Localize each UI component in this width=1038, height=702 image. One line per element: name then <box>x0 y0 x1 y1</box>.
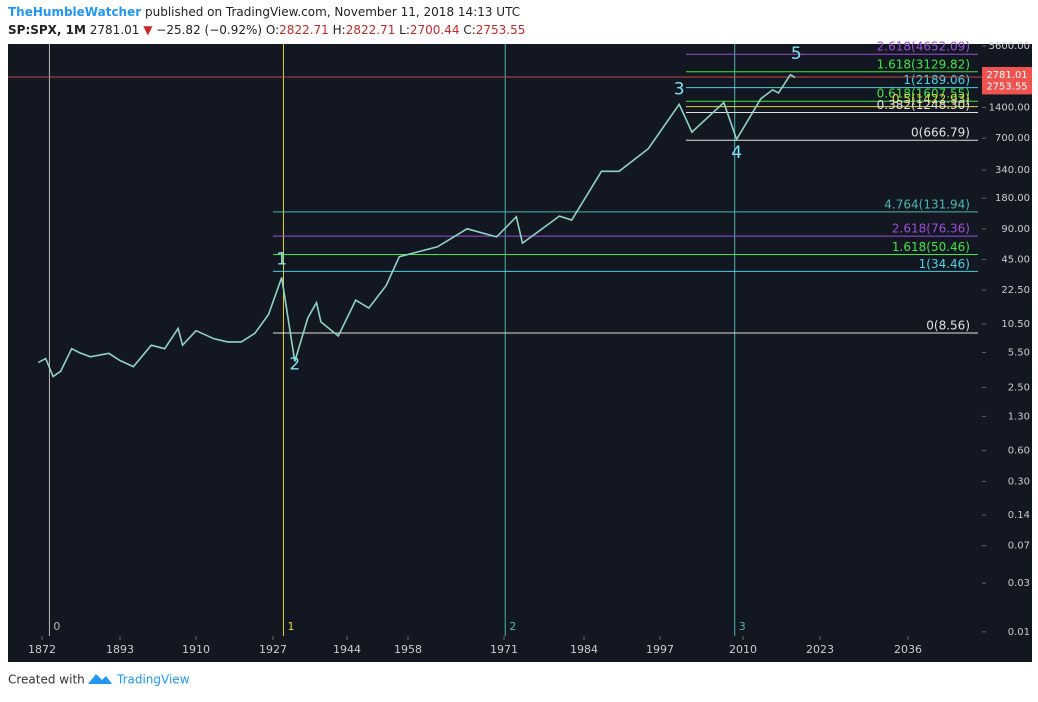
ohlc-line: SP:SPX, 1M 2781.01 ▼ −25.82 (−0.92%) O:2… <box>8 23 525 37</box>
y-tick-label: 5600.00 <box>989 41 1030 52</box>
change: −25.82 (−0.92%) <box>156 23 262 37</box>
x-axis-bg <box>8 636 1032 662</box>
y-tick-label: 2.50 <box>1008 382 1030 393</box>
fib-label: 2.618(76.36) <box>892 222 970 236</box>
ohlc-value: 2822.71 <box>346 23 396 37</box>
fib-label: 1(2189.06) <box>903 73 970 87</box>
x-tick-label: 1984 <box>570 643 598 656</box>
cycle-label: 2 <box>509 620 516 633</box>
y-tick-label: 0.14 <box>1008 510 1030 521</box>
ohlc-key: C: <box>463 23 475 37</box>
ohlc-value: 2753.55 <box>476 23 526 37</box>
y-tick-label: 1.30 <box>1008 411 1030 422</box>
arrow: ▼ <box>143 23 153 37</box>
y-tick-label: 340.00 <box>995 165 1030 176</box>
footer-brand: TradingView <box>116 673 190 687</box>
cycle-label: 0 <box>53 620 60 633</box>
x-tick-label: 1927 <box>259 643 287 656</box>
published: published on TradingView.com, November 1… <box>145 5 520 19</box>
last: 2781.01 <box>90 23 140 37</box>
x-tick-label: 1910 <box>182 643 210 656</box>
price-tag <box>982 78 1032 95</box>
wave-label: 1 <box>276 250 287 270</box>
x-tick-label: 2036 <box>894 643 922 656</box>
y-tick-label: 10.50 <box>1001 319 1030 330</box>
y-tick-label: 0.30 <box>1008 476 1030 487</box>
fib-label: 1(34.46) <box>919 257 970 271</box>
ohlc-key: H: <box>333 23 346 37</box>
fib-label: 0(8.56) <box>926 318 970 332</box>
price-tag-label: 2781.01 <box>986 70 1027 81</box>
fib-label: 4.764(131.94) <box>884 197 970 211</box>
x-tick-label: 1971 <box>490 643 518 656</box>
cycle-label: 1 <box>287 620 294 633</box>
y-tick-label: 0.03 <box>1008 578 1030 589</box>
wave-label: 3 <box>674 79 685 99</box>
ohlc-value: 2700.44 <box>410 23 460 37</box>
ohlc-key: L: <box>399 23 410 37</box>
ohlc-key: O: <box>266 23 279 37</box>
y-tick-label: 0.01 <box>1008 627 1030 638</box>
symbol: SP:SPX, 1M <box>8 23 86 37</box>
fib-label: 2.618(4652.09) <box>877 40 970 54</box>
wave-label: 2 <box>289 354 300 374</box>
y-axis-bg <box>982 44 1032 636</box>
fib-label: 0.5(1422.93) <box>892 92 970 106</box>
y-tick-label: 700.00 <box>995 133 1030 144</box>
y-tick-label: 180.00 <box>995 193 1030 204</box>
ohlc-value: 2822.71 <box>279 23 329 37</box>
plot-bg <box>8 44 982 636</box>
x-tick-label: 2023 <box>806 643 834 656</box>
header-line: TheHumbleWatcher published on TradingVie… <box>8 5 520 19</box>
y-tick-label: 90.00 <box>1001 224 1030 235</box>
y-tick-label: 0.60 <box>1008 446 1030 457</box>
fib-label: 1.618(3129.82) <box>877 57 970 71</box>
footer-created: Created with <box>8 673 85 687</box>
x-tick-label: 1893 <box>106 643 134 656</box>
brand-logo <box>88 674 112 684</box>
price-line <box>37 73 796 378</box>
cycle-label: 3 <box>739 620 746 633</box>
author: TheHumbleWatcher <box>8 5 141 19</box>
fib-label: 0.618(1607.55) <box>877 87 970 101</box>
x-tick-label: 1958 <box>394 643 422 656</box>
fib-label: 0.382(1248.30) <box>877 98 970 112</box>
x-tick-label: 2010 <box>729 643 757 656</box>
fib-label: 1.618(50.46) <box>892 240 970 254</box>
fib-label: 0(666.79) <box>911 126 970 140</box>
y-tick-label: 22.50 <box>1001 285 1030 296</box>
x-tick-label: 1997 <box>646 643 674 656</box>
y-tick-label: 1400.00 <box>989 102 1030 113</box>
wave-label: 5 <box>791 44 802 64</box>
y-tick-label: 45.00 <box>1001 255 1030 266</box>
wave-label: 4 <box>731 143 742 163</box>
x-tick-label: 1872 <box>28 643 56 656</box>
y-tick-label: 0.07 <box>1008 541 1030 552</box>
x-tick-label: 1944 <box>333 643 361 656</box>
price-tag-label: 2753.55 <box>986 81 1027 92</box>
y-tick-label: 5.50 <box>1008 348 1030 359</box>
